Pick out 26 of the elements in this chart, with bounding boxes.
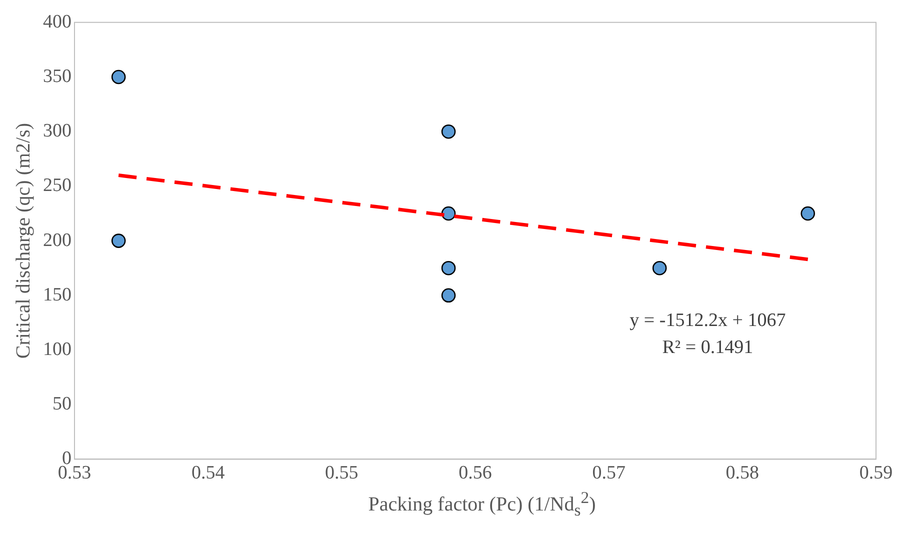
point: [111, 70, 126, 84]
point: [800, 206, 816, 221]
y-tick-label: 250: [43, 175, 72, 196]
x-tick-label: 0.55: [325, 462, 358, 484]
y-axis-title: Critical discharge (qc) (m2/s): [12, 122, 34, 359]
x-tick-label: 0.59: [859, 462, 893, 484]
y-tick-label: 150: [43, 284, 72, 306]
y-tick-label: 350: [43, 66, 72, 87]
y-tick-label: 400: [43, 11, 72, 32]
point: [441, 206, 456, 221]
y-tick-label: 100: [43, 338, 72, 360]
point: [441, 260, 456, 276]
y-tick-label: 50: [52, 394, 72, 415]
point: [111, 234, 126, 248]
annotation: R² = 0.1491: [662, 336, 754, 358]
annotation: y = -1512.2x + 1067: [630, 310, 786, 331]
point: [652, 260, 667, 276]
x-tick-label: 0.54: [191, 462, 226, 484]
point: [441, 288, 456, 303]
x-tick-label: 0.57: [592, 462, 626, 484]
x-axis-title: Packing factor (Pc) (1/Nd$_{s}$$^{2}$): [367, 488, 597, 521]
y-tick-label: 200: [43, 230, 72, 251]
y-tick-label: 300: [43, 120, 72, 142]
point: [441, 124, 456, 139]
x-tick-label: 0.56: [458, 462, 492, 484]
x-tick-label: 0.58: [726, 462, 760, 484]
